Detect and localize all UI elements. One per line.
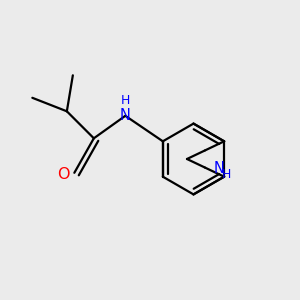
Text: N: N	[120, 108, 131, 123]
Text: H: H	[121, 94, 130, 107]
Text: H: H	[221, 168, 231, 181]
Text: O: O	[57, 167, 70, 182]
Text: N: N	[213, 161, 224, 176]
